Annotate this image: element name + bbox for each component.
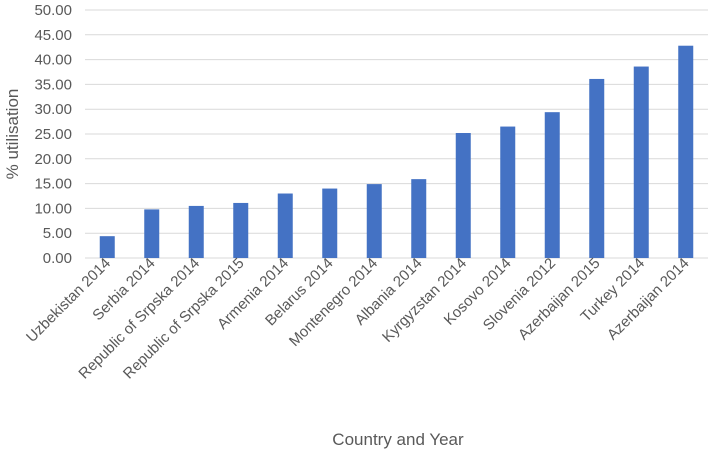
y-tick-label: 20.00: [34, 151, 72, 168]
bar: [144, 209, 160, 258]
y-tick-label: 5.00: [43, 225, 72, 242]
x-axis-title: Country and Year: [332, 430, 464, 449]
bar: [455, 133, 471, 258]
y-tick-label: 10.00: [34, 200, 72, 217]
bar: [188, 205, 204, 258]
y-tick-label: 35.00: [34, 76, 72, 93]
y-axis-ticks: 0.00 5.00 10.00 15.00 20.00 25.00 30.00 35.00 40…: [34, 2, 72, 267]
y-tick-label: 40.00: [34, 52, 72, 69]
y-tick-label: 0.00: [43, 250, 72, 267]
bar: [411, 179, 427, 258]
y-tick-label: 15.00: [34, 176, 72, 193]
bar: [366, 184, 382, 258]
gridlines: [85, 9, 708, 259]
bar: [322, 188, 338, 258]
y-tick-label: 50.00: [34, 2, 72, 19]
bar: [678, 45, 694, 258]
y-tick-label: 25.00: [34, 126, 72, 143]
bar: [633, 66, 649, 258]
bar: [544, 112, 560, 259]
x-tick-label: Azerbaijan 2015: [515, 255, 604, 344]
bar: [277, 193, 293, 258]
y-axis-title: % utilisation: [3, 89, 22, 180]
bars: [99, 45, 694, 259]
x-tick-label: Azerbaijan 2014: [604, 255, 693, 344]
y-tick-label: 30.00: [34, 101, 72, 118]
y-tick-label: 45.00: [34, 27, 72, 44]
bar: [99, 236, 115, 258]
bar: [233, 202, 249, 258]
bar: [589, 78, 605, 258]
bar: [500, 126, 516, 258]
